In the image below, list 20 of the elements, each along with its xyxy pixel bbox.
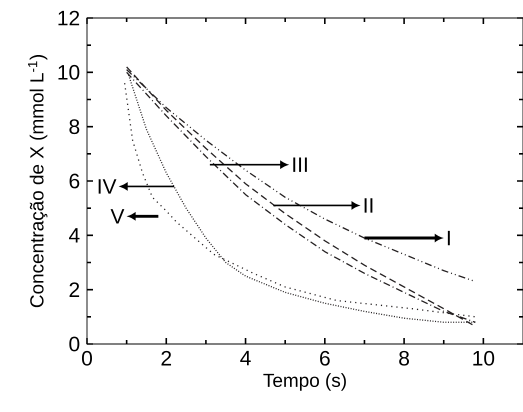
y-tick-label: 10 [58,64,80,80]
y-tick-label: 6 [70,174,80,188]
y-tick-label: 2 [70,282,80,297]
x-axis-title: Tempo (s) [263,373,346,391]
annotation: V [110,209,124,224]
y-tick-label: 4 [69,228,80,243]
y-axis-title: Concentração de X (mmol L$^{-1}$) [28,55,48,308]
x-tick-label: 6 [320,350,330,366]
x-tick-label: 4 [240,350,251,366]
y-tick-label: 0 [69,336,80,352]
y-tick-label: 12 [58,10,80,26]
annotation: III [293,158,307,172]
x-tick-label: 10 [473,350,494,366]
x-tick-label: 2 [162,350,172,366]
y-tick-label: 8 [69,119,80,134]
x-tick-label: 8 [399,350,409,366]
annotation: II [364,198,372,213]
x-tick-label: 0 [82,350,92,366]
annotation: IV [98,179,116,194]
annotation: I [448,230,450,246]
